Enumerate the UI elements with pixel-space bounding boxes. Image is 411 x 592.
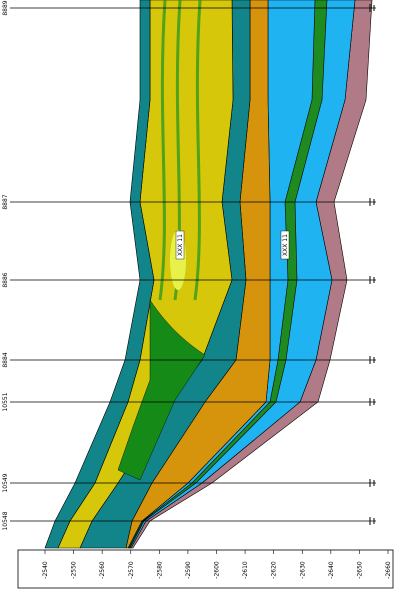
annotation-box xyxy=(175,230,185,260)
annotation: XXX 11 xyxy=(280,230,290,260)
well-label: 10551 xyxy=(2,392,9,411)
well-label: 10548 xyxy=(2,511,9,530)
layer-green-streak xyxy=(158,0,167,301)
axis-tick-label: -2640 xyxy=(328,561,335,579)
axis-tick-label: -2620 xyxy=(271,561,278,579)
well-label: 8887 xyxy=(2,194,9,209)
axis-tick-group: -2610 xyxy=(242,561,249,579)
depth-axis-box xyxy=(17,549,394,589)
wells: 8889 8887 8886 8884 10551 10549 10548 xyxy=(2,0,376,531)
annotation-text: XXX 11 xyxy=(177,234,184,256)
axis-tick-label: -2570 xyxy=(128,561,135,579)
axis-tick-group: -2660 xyxy=(385,561,392,579)
axis-tick-label: -2580 xyxy=(156,561,163,579)
well-label-group: 8887 xyxy=(2,194,9,209)
axis-tick-group: -2600 xyxy=(214,561,221,579)
annotation-box xyxy=(280,230,290,260)
axis-tick-group: -2580 xyxy=(156,561,163,579)
axis-tick-group: -2650 xyxy=(356,561,363,579)
well-label: 8886 xyxy=(2,272,9,287)
well-label-group: 10548 xyxy=(2,511,9,530)
axis-tick-group: -2620 xyxy=(271,561,278,579)
layer-green-body xyxy=(117,299,206,481)
well-label-group: 10549 xyxy=(2,473,9,492)
axis-tick-group: -2590 xyxy=(185,561,192,579)
well-label: 10549 xyxy=(2,473,9,492)
depth-axis: -2540 -2550 -2560 -2570 -2580 -2590 -2600 -2610… xyxy=(42,550,392,579)
axis-tick-group: -2550 xyxy=(71,561,78,579)
axis-tick-label: -2630 xyxy=(299,561,306,579)
axis-tick-group: -2570 xyxy=(128,561,135,579)
annotation-text: XXX 11 xyxy=(282,234,289,256)
annotation: XXX 11 xyxy=(175,230,185,260)
well-label: 8889 xyxy=(2,0,9,15)
axis-tick-label: -2610 xyxy=(242,561,249,579)
axis-tick-group: -2640 xyxy=(328,561,335,579)
axis-tick-label: -2540 xyxy=(42,561,49,579)
axis-tick-group: -2630 xyxy=(299,561,306,579)
axis-tick-group: -2560 xyxy=(99,561,106,579)
axis-tick-label: -2660 xyxy=(385,561,392,579)
axis-tick-label: -2600 xyxy=(214,561,221,579)
well-label: 8884 xyxy=(2,352,9,367)
well-label-group: 8886 xyxy=(2,272,9,287)
axis-tick-label: -2550 xyxy=(71,561,78,579)
well-label-group: 8884 xyxy=(2,352,9,367)
axis-tick-label: -2650 xyxy=(356,561,363,579)
layer-green-streak xyxy=(193,0,202,301)
axis-tick-label: -2560 xyxy=(99,561,106,579)
axis-tick-label: -2590 xyxy=(185,561,192,579)
well-label-group: 10551 xyxy=(2,392,9,411)
axis-tick-group: -2540 xyxy=(42,561,49,579)
well-label-group: 8889 xyxy=(2,0,9,15)
